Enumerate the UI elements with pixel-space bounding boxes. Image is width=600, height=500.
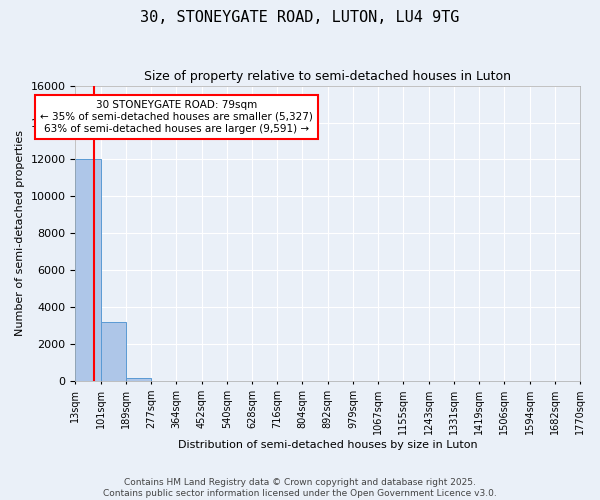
- Title: Size of property relative to semi-detached houses in Luton: Size of property relative to semi-detach…: [144, 70, 511, 83]
- X-axis label: Distribution of semi-detached houses by size in Luton: Distribution of semi-detached houses by …: [178, 440, 478, 450]
- Bar: [76, 160, 101, 382]
- Bar: [151, 381, 176, 382]
- Text: Contains HM Land Registry data © Crown copyright and database right 2025.
Contai: Contains HM Land Registry data © Crown c…: [103, 478, 497, 498]
- Y-axis label: Number of semi-detached properties: Number of semi-detached properties: [15, 130, 25, 336]
- Text: 30 STONEYGATE ROAD: 79sqm
← 35% of semi-detached houses are smaller (5,327)
63% : 30 STONEYGATE ROAD: 79sqm ← 35% of semi-…: [40, 100, 313, 134]
- Bar: [126, 378, 151, 382]
- Bar: [101, 322, 126, 382]
- Text: 30, STONEYGATE ROAD, LUTON, LU4 9TG: 30, STONEYGATE ROAD, LUTON, LU4 9TG: [140, 10, 460, 25]
